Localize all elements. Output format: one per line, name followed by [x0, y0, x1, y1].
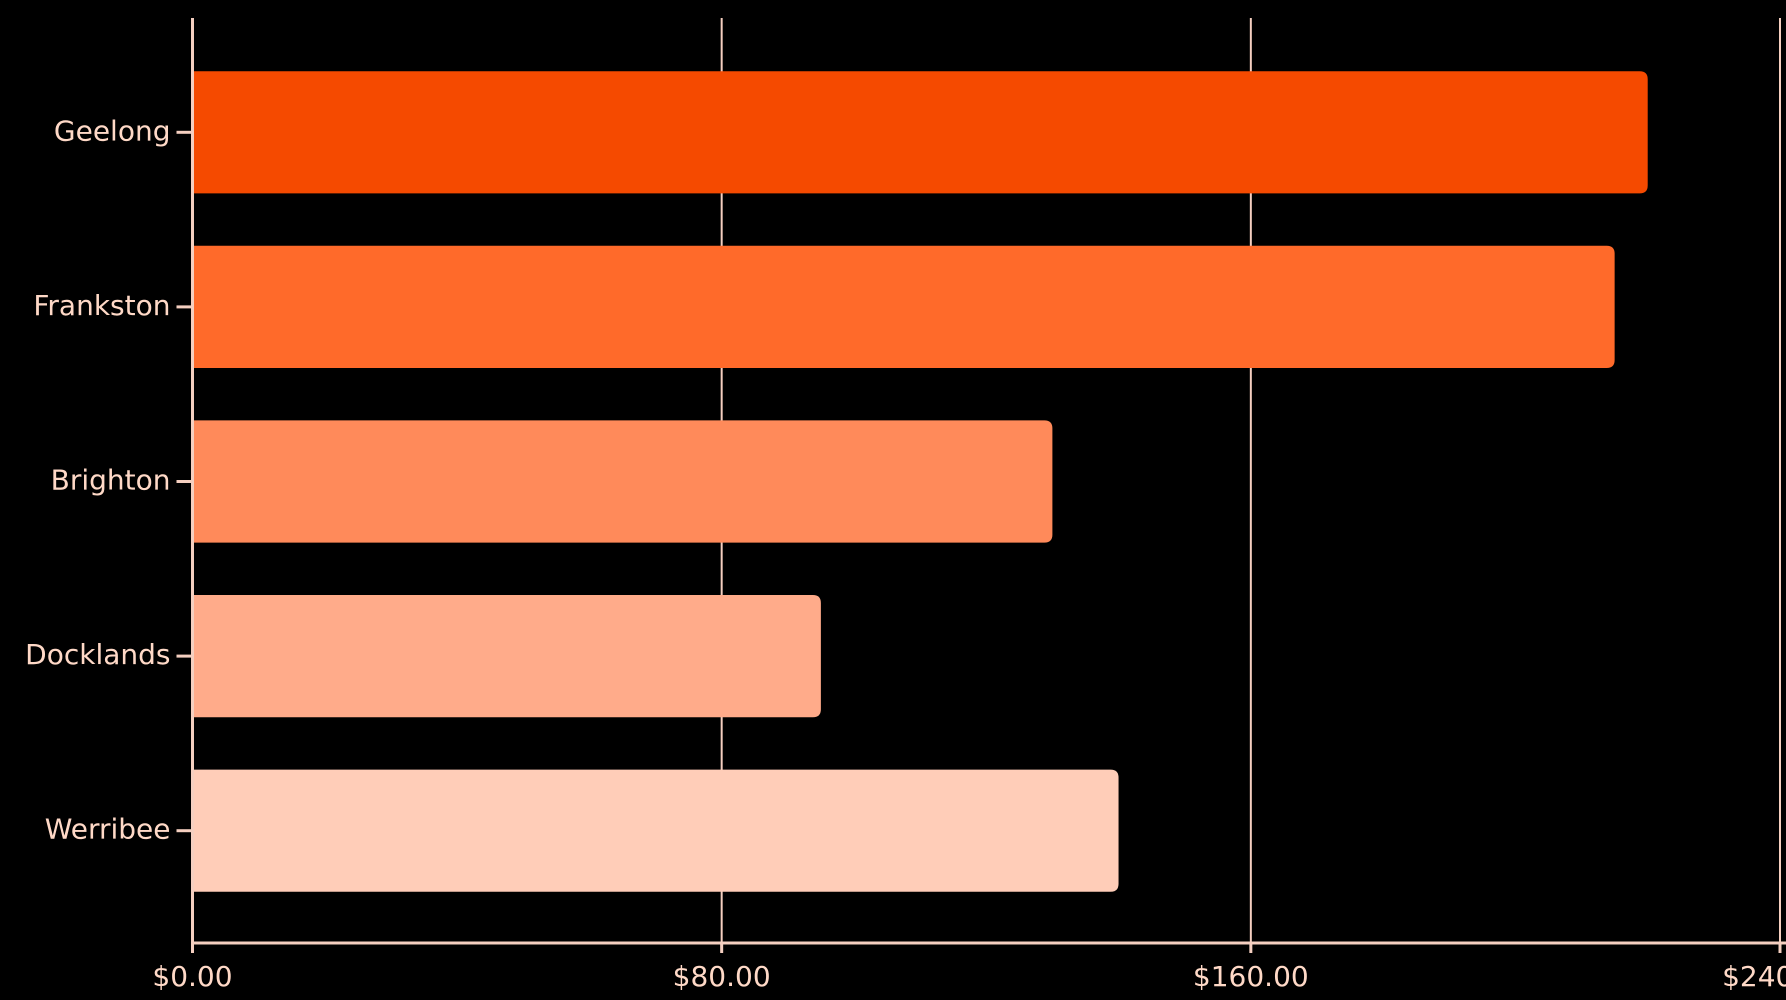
x-tick-label: $240.00 — [1722, 960, 1786, 993]
bar — [192, 71, 1648, 194]
bar — [192, 769, 1119, 892]
y-tick-label: Geelong — [54, 114, 171, 147]
x-tick-label: $160.00 — [1193, 960, 1309, 993]
y-tick-label: Docklands — [25, 638, 170, 671]
bar — [192, 594, 821, 718]
x-tick-label: $0.00 — [152, 960, 232, 993]
y-tick-label: Frankston — [33, 289, 170, 322]
y-tick-label: Werribee — [45, 813, 171, 846]
bar — [192, 420, 1053, 543]
bar — [192, 245, 1615, 369]
y-tick-label: Brighton — [51, 464, 171, 497]
x-tick-label: $80.00 — [673, 960, 771, 993]
